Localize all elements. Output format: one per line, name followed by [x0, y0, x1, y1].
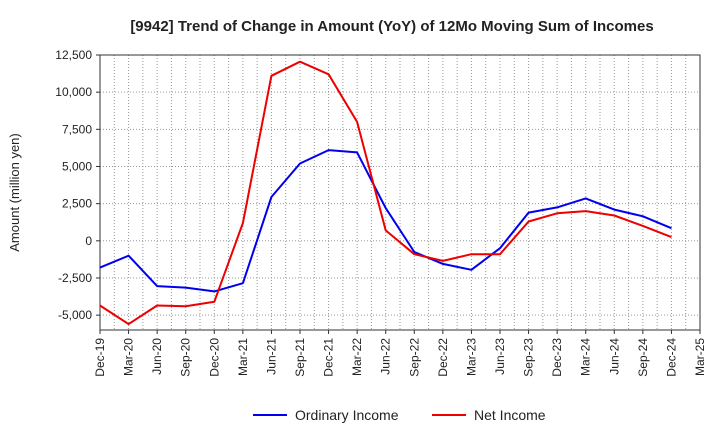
y-axis-ticks: 12,500 10,000 7,500 5,000 2,500 0 -2,500 -5,000 — [55, 48, 100, 322]
chart-title: [9942] Trend of Change in Amount (YoY) o… — [130, 18, 653, 35]
series-lines — [99, 60, 672, 326]
legend-label: Net Income — [474, 407, 546, 423]
x-tick-label: Mar-21 — [236, 338, 250, 376]
y-tick-label: -2,500 — [58, 271, 92, 285]
y-tick-label: 0 — [85, 234, 92, 248]
y-tick-label: 10,000 — [55, 85, 92, 99]
legend-label: Ordinary Income — [295, 407, 399, 423]
x-tick-label: Dec-24 — [664, 338, 678, 377]
x-tick-label: Sep-23 — [522, 338, 536, 377]
plot-area-frame — [99, 54, 701, 331]
y-axis-label: Amount (million yen) — [7, 133, 22, 252]
x-tick-label: Jun-23 — [493, 338, 507, 375]
y-tick-label: -5,000 — [58, 308, 92, 322]
x-tick-label: Sep-20 — [179, 338, 193, 377]
x-tick-label: Mar-24 — [579, 338, 593, 376]
y-tick-label: 7,500 — [62, 122, 92, 136]
x-tick-label: Dec-21 — [322, 338, 336, 377]
x-tick-label: Mar-23 — [464, 338, 478, 376]
x-tick-label: Mar-25 — [693, 338, 707, 376]
x-tick-label: Dec-22 — [436, 338, 450, 377]
x-tick-label: Mar-20 — [122, 338, 136, 376]
x-tick-label: Sep-24 — [636, 338, 650, 377]
x-tick-label: Jun-22 — [379, 338, 393, 375]
x-tick-label: Jun-20 — [150, 338, 164, 375]
series-line-1 — [99, 60, 672, 326]
y-tick-label: 5,000 — [62, 159, 92, 173]
x-tick-label: Mar-22 — [350, 338, 364, 376]
x-tick-label: Jun-21 — [264, 338, 278, 375]
y-tick-label: 12,500 — [55, 48, 92, 62]
y-tick-label: 2,500 — [62, 197, 92, 211]
x-tick-label: Sep-21 — [293, 338, 307, 377]
x-tick-label: Dec-19 — [93, 338, 107, 377]
legend: Ordinary Income Net Income — [253, 407, 546, 423]
x-axis-ticks: Dec-19 Mar-20 Jun-20 Sep-20 Dec-20 Mar-21 Jun-… — [93, 330, 707, 377]
x-tick-label: Dec-20 — [207, 338, 221, 377]
x-tick-label: Jun-24 — [607, 338, 621, 375]
series-line-0 — [99, 149, 672, 293]
x-tick-label: Sep-22 — [407, 338, 421, 377]
x-tick-label: Dec-23 — [550, 338, 564, 377]
